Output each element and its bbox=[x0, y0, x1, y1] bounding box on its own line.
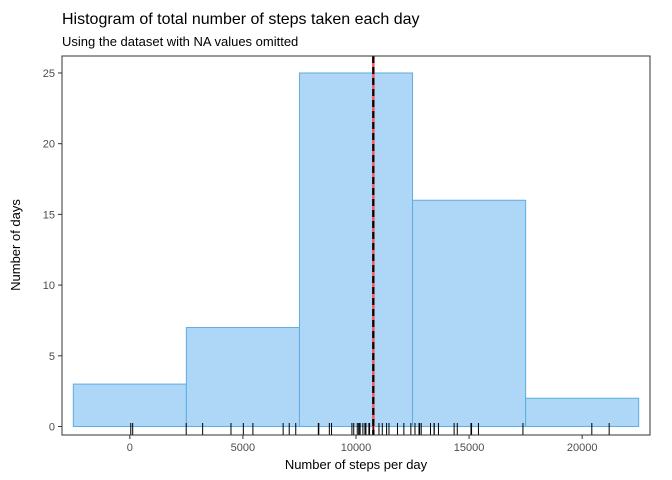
histogram-bar-1 bbox=[72, 383, 187, 428]
y-tick-label: 10 bbox=[43, 280, 55, 292]
y-tick-label: 15 bbox=[43, 209, 55, 221]
y-tick-label: 5 bbox=[49, 351, 55, 363]
y-axis-title: Number of days bbox=[8, 199, 23, 291]
histogram-bar-4 bbox=[412, 199, 527, 428]
histogram-bar-3 bbox=[298, 72, 414, 428]
x-tick-label: 15000 bbox=[454, 442, 485, 454]
y-tick-label: 20 bbox=[43, 139, 55, 151]
x-axis-title: Number of steps per day bbox=[285, 457, 428, 472]
x-tick-label: 20000 bbox=[567, 442, 598, 454]
rug-layer bbox=[130, 423, 610, 435]
x-tick-label: 10000 bbox=[341, 442, 372, 454]
x-axis: 0 5000 10000 15000 20000 bbox=[127, 435, 598, 454]
y-axis: 0 5 10 15 20 25 bbox=[43, 68, 62, 434]
histogram-bar-2 bbox=[185, 327, 300, 428]
chart-subtitle: Using the dataset with NA values omitted bbox=[62, 34, 298, 49]
histogram-bar-5 bbox=[525, 397, 640, 428]
bars-layer bbox=[72, 72, 640, 428]
y-tick-label: 25 bbox=[43, 68, 55, 80]
chart-title: Histogram of total number of steps taken… bbox=[62, 11, 420, 28]
y-tick-label: 0 bbox=[49, 422, 55, 434]
x-tick-label: 5000 bbox=[231, 442, 255, 454]
x-tick-label: 0 bbox=[127, 442, 133, 454]
